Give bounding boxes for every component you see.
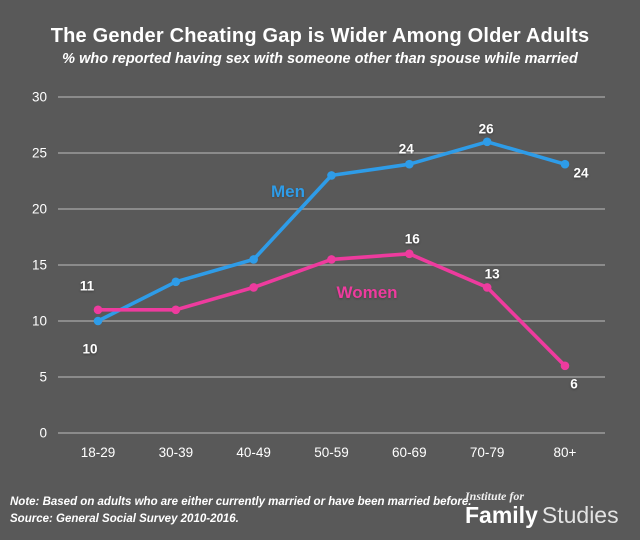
men-data-label: 10 <box>82 341 98 357</box>
men-data-point <box>482 137 492 147</box>
chart-title: The Gender Cheating Gap is Wider Among O… <box>50 25 590 47</box>
men-data-point <box>171 277 181 287</box>
y-tick-label: 5 <box>39 369 47 385</box>
note-line: Note: Based on adults who are either cur… <box>10 496 472 508</box>
men-data-point <box>327 171 336 180</box>
men-data-label: 26 <box>478 121 494 137</box>
logo-family-studies: Family Studies <box>465 503 619 528</box>
men-data-point <box>93 316 103 326</box>
ifs-logo: Institute for Family Studies <box>465 490 619 528</box>
women-data-label: 16 <box>404 231 420 247</box>
women-data-point <box>249 283 258 292</box>
footnote: Note: Based on adults who are either cur… <box>10 494 471 528</box>
women-data-point <box>327 255 336 264</box>
x-tick-label: 30-39 <box>158 445 194 460</box>
logo-institute-for: Institute for <box>465 489 525 503</box>
source-line: Source: General Social Survey 2010-2016. <box>10 513 239 525</box>
x-tick-label: 60-69 <box>392 445 427 460</box>
men-data-point <box>405 159 414 169</box>
logo-studies: Studies <box>541 502 619 528</box>
x-tick-label: 18-29 <box>80 445 116 460</box>
y-tick-label: 25 <box>31 145 47 161</box>
y-tick-label: 0 <box>39 425 47 441</box>
y-tick-label: 10 <box>31 313 47 329</box>
x-tick-label: 80+ <box>553 445 577 460</box>
men-data-point <box>249 255 258 264</box>
logo-family: Family <box>465 502 538 528</box>
women-data-label: 11 <box>79 278 95 294</box>
series-label-women: Women <box>336 283 398 302</box>
women-data-point <box>560 361 570 371</box>
men-data-point <box>560 159 570 169</box>
women-data-point <box>482 283 492 292</box>
x-tick-label: 40-49 <box>236 445 271 460</box>
men-data-label: 24 <box>573 165 589 181</box>
women-data-point <box>93 305 103 315</box>
women-data-point <box>405 249 414 259</box>
y-tick-label: 15 <box>31 257 47 273</box>
y-tick-label: 20 <box>31 201 47 217</box>
chart-subtitle: % who reported having sex with someone o… <box>62 51 578 67</box>
series-label-men: Men <box>271 182 305 201</box>
women-data-point <box>171 305 181 315</box>
x-tick-label: 50-59 <box>314 445 349 460</box>
women-data-label: 6 <box>570 376 578 392</box>
women-data-label: 13 <box>484 266 500 282</box>
men-data-label: 24 <box>398 141 414 157</box>
x-tick-label: 70-79 <box>469 445 505 460</box>
y-tick-label: 30 <box>31 89 47 105</box>
